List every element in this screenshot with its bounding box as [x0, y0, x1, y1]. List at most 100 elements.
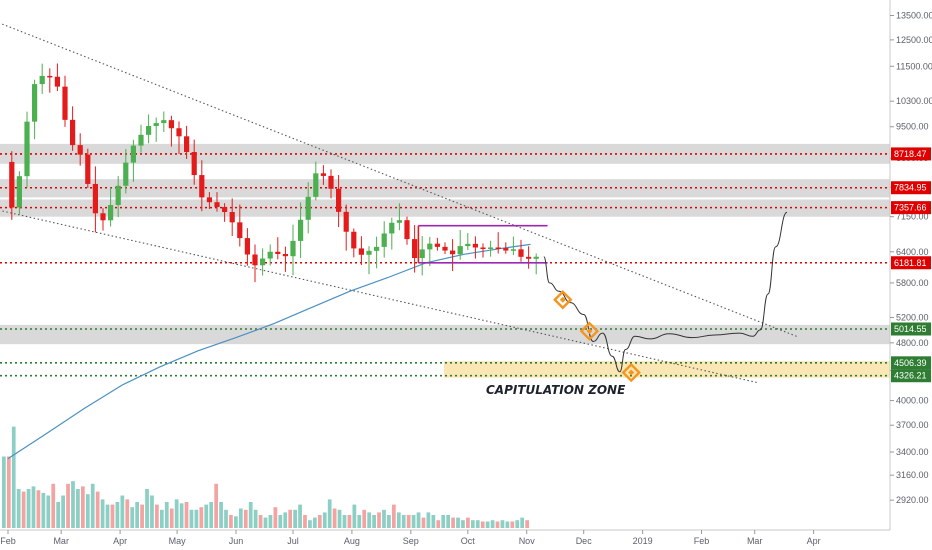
volume-bar — [515, 520, 520, 528]
candle-body — [168, 120, 174, 129]
candle-body — [62, 86, 68, 120]
volume-bar — [352, 504, 357, 528]
volume-bar — [184, 502, 189, 528]
candle-body — [222, 207, 228, 213]
volume-bar — [140, 504, 144, 528]
candle-body — [16, 176, 22, 208]
volume-bar — [485, 521, 490, 528]
candle-body — [24, 121, 30, 177]
volume-bar — [505, 521, 510, 528]
volume-bar — [391, 504, 396, 528]
forecast-path-layer — [543, 211, 788, 373]
volume-bar — [155, 504, 159, 528]
price-axis[interactable]: 13500.00 12500.00 11500.00 10300.00 9500.00 8… — [889, 0, 932, 530]
candle-body — [381, 233, 387, 247]
volume-bar — [243, 509, 248, 528]
level-badge-label: 8718.47 — [894, 149, 927, 159]
volume-bar — [466, 517, 470, 528]
candle-body — [92, 183, 98, 214]
candle-body — [412, 239, 418, 259]
volume-bar — [293, 509, 297, 528]
volume-bar — [367, 512, 372, 528]
volume-bar — [327, 499, 332, 528]
trendline-0 — [0, 22, 797, 337]
candle-body — [244, 238, 250, 255]
volume-bar — [253, 509, 258, 528]
level-badge-4 — [891, 322, 931, 336]
volume-bar — [451, 517, 455, 528]
level-badge-3 — [891, 256, 931, 270]
marker-diamond-2 — [621, 362, 641, 383]
volume-bar — [159, 509, 164, 528]
volume-bar — [16, 489, 21, 528]
volume-bar — [115, 502, 120, 528]
time-axis[interactable]: Feb Mar Apr May Jun Jul Aug Sep Oct Nov Dec 2019 Feb… — [0, 529, 890, 546]
time-tick-label: Mar — [747, 536, 763, 546]
volume-bar — [2, 456, 6, 528]
volume-bar — [150, 495, 154, 528]
volume-bar — [347, 515, 352, 528]
candle-body — [298, 219, 304, 241]
volume-bar — [66, 483, 70, 528]
price-tick-label: 4000.00 — [896, 396, 929, 406]
candle-body — [374, 246, 380, 251]
range-box-layer — [417, 224, 548, 264]
volume-bar — [268, 515, 273, 528]
candle-body — [518, 249, 524, 257]
volume-bar — [416, 512, 421, 528]
candle-body — [77, 145, 83, 155]
candle-body — [282, 253, 288, 257]
level-badge-label: 4326.21 — [894, 371, 927, 381]
candle-body — [336, 188, 342, 212]
candle-body — [396, 220, 402, 223]
volume-bar — [411, 515, 416, 528]
volume-bar — [510, 521, 515, 528]
price-tick-label: 3700.00 — [896, 420, 929, 430]
volume-bar — [278, 515, 283, 528]
price-tick-label: 4800.00 — [896, 338, 929, 348]
volume-bar — [204, 504, 209, 528]
volume-bar — [224, 509, 228, 528]
time-tick-label: Feb — [0, 536, 16, 546]
volume-bar — [431, 515, 436, 528]
marker-diamond-1 — [579, 321, 600, 341]
candle-body — [427, 243, 433, 250]
candle-body — [237, 222, 243, 239]
volume-bar — [362, 509, 367, 528]
volume-bar — [169, 508, 174, 528]
level-badge-6 — [891, 369, 931, 383]
time-tick-label: May — [169, 536, 187, 546]
volume-bar — [194, 509, 199, 528]
volume-bar — [317, 515, 322, 528]
candle-body — [275, 251, 281, 254]
candle-body — [488, 247, 494, 249]
candle-body — [146, 126, 152, 135]
volume-bar — [120, 495, 125, 528]
volume-bar — [446, 515, 451, 528]
level-badge-label: 5014.55 — [894, 324, 927, 334]
candle-body — [130, 145, 136, 163]
candle-body — [320, 173, 326, 176]
volume-bar — [61, 495, 65, 528]
volume-bar — [500, 520, 505, 528]
volume-bar — [76, 489, 80, 528]
volume-bar — [495, 521, 500, 528]
candle-body — [184, 136, 190, 153]
candle-body — [199, 175, 205, 198]
volume-bar — [357, 515, 362, 528]
moving-average-line — [7, 243, 531, 460]
price-tick-label: 10300.00 — [896, 96, 932, 106]
zone-band-4 — [444, 361, 890, 378]
candle-body — [153, 123, 159, 127]
volume-bar — [130, 507, 135, 528]
time-tick-label: Mar — [53, 536, 69, 546]
volume-bar — [298, 504, 302, 528]
volume-bar — [21, 491, 26, 528]
volume-bar — [31, 486, 36, 528]
candle-body — [305, 196, 311, 220]
moving-average-layer — [7, 243, 531, 460]
time-tick-label: Aug — [344, 536, 360, 546]
candle-body — [389, 222, 395, 234]
